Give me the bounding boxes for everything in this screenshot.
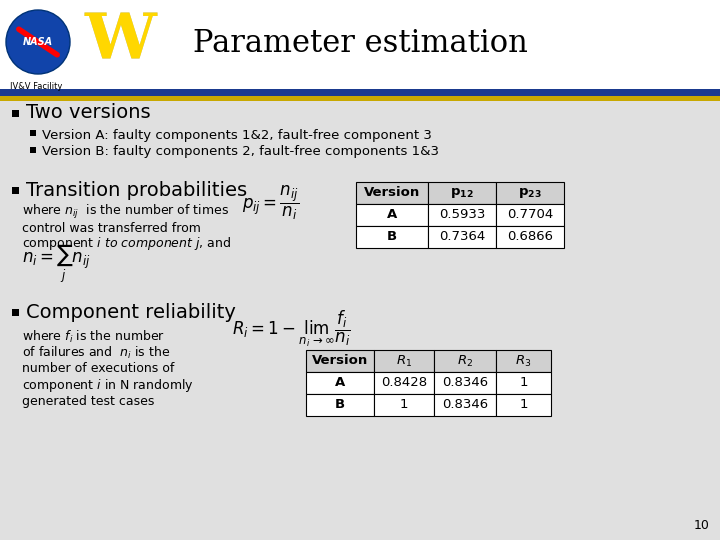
- Bar: [356, 182, 428, 204]
- Text: 1: 1: [400, 399, 408, 411]
- Text: Version B: faulty components 2, fault-free components 1&3: Version B: faulty components 2, fault-fr…: [42, 145, 439, 159]
- Text: 0.7704: 0.7704: [507, 208, 553, 221]
- Text: Parameter estimation: Parameter estimation: [192, 29, 528, 59]
- Text: 0.5933: 0.5933: [438, 208, 485, 221]
- Bar: [356, 226, 428, 248]
- Bar: [428, 226, 496, 248]
- Text: $\mathbf{p_{23}}$: $\mathbf{p_{23}}$: [518, 186, 542, 200]
- Bar: [12, 309, 19, 316]
- Bar: [496, 372, 551, 394]
- Text: component $i$ $\it{to\ component}$ $j$, and: component $i$ $\it{to\ component}$ $j$, …: [22, 235, 231, 253]
- Text: generated test cases: generated test cases: [22, 395, 154, 408]
- Text: 1: 1: [519, 376, 528, 389]
- Bar: [496, 394, 551, 416]
- Text: Transition probabilities: Transition probabilities: [26, 180, 247, 199]
- Bar: [30, 147, 36, 153]
- Text: A: A: [335, 376, 345, 389]
- Text: $R_3$: $R_3$: [516, 354, 531, 368]
- Bar: [434, 350, 496, 372]
- Text: $p_{ij} = \dfrac{n_{ij}}{n_i}$: $p_{ij} = \dfrac{n_{ij}}{n_i}$: [242, 184, 300, 222]
- Text: Two versions: Two versions: [26, 104, 150, 123]
- Text: where $f_i$ is the number: where $f_i$ is the number: [22, 329, 165, 345]
- Text: Version: Version: [312, 354, 368, 368]
- Bar: [12, 187, 19, 194]
- Text: $n_i = \sum_j n_{ij}$: $n_i = \sum_j n_{ij}$: [22, 242, 91, 286]
- Text: $R_2$: $R_2$: [457, 354, 473, 368]
- Text: Version A: faulty components 1&2, fault-free component 3: Version A: faulty components 1&2, fault-…: [42, 129, 432, 141]
- Text: IV&V Facility: IV&V Facility: [10, 82, 63, 91]
- Bar: [306, 394, 374, 416]
- Bar: [428, 182, 496, 204]
- Text: 0.7364: 0.7364: [439, 231, 485, 244]
- Text: number of executions of: number of executions of: [22, 362, 174, 375]
- Bar: [374, 372, 434, 394]
- Text: $R_i = 1 - \lim_{n_i \to \infty} \dfrac{f_i}{n_i}$: $R_i = 1 - \lim_{n_i \to \infty} \dfrac{…: [232, 308, 351, 349]
- Bar: [434, 394, 496, 416]
- Bar: [496, 350, 551, 372]
- Bar: [374, 350, 434, 372]
- Text: 10: 10: [694, 519, 710, 532]
- Bar: [12, 110, 19, 117]
- Bar: [30, 130, 36, 136]
- Text: Version: Version: [364, 186, 420, 199]
- Bar: [306, 372, 374, 394]
- Text: $R_1$: $R_1$: [396, 354, 412, 368]
- Text: where $n_{ij}$  is the number of times: where $n_{ij}$ is the number of times: [22, 203, 229, 221]
- Bar: [0, 101, 720, 540]
- Text: A: A: [387, 208, 397, 221]
- Bar: [496, 204, 564, 226]
- Bar: [496, 182, 564, 204]
- Text: 1: 1: [519, 399, 528, 411]
- Text: W: W: [84, 11, 156, 72]
- Text: B: B: [335, 399, 345, 411]
- Text: 0.8346: 0.8346: [442, 399, 488, 411]
- Bar: [0, 89, 720, 96]
- Bar: [496, 226, 564, 248]
- Text: 0.8346: 0.8346: [442, 376, 488, 389]
- Text: 0.6866: 0.6866: [507, 231, 553, 244]
- Bar: [0, 96, 720, 101]
- Text: of failures and  $n_i$ is the: of failures and $n_i$ is the: [22, 345, 171, 361]
- Text: Component reliability: Component reliability: [26, 302, 236, 321]
- Text: 0.8428: 0.8428: [381, 376, 427, 389]
- Text: $\mathbf{p_{12}}$: $\mathbf{p_{12}}$: [450, 186, 474, 200]
- Text: W: W: [84, 11, 156, 72]
- Circle shape: [6, 10, 70, 74]
- Text: B: B: [387, 231, 397, 244]
- Text: NASA: NASA: [23, 37, 53, 47]
- Bar: [434, 372, 496, 394]
- Bar: [374, 394, 434, 416]
- Bar: [306, 350, 374, 372]
- Bar: [0, 0, 720, 89]
- Text: component $i$ in N randomly: component $i$ in N randomly: [22, 376, 194, 394]
- Bar: [428, 204, 496, 226]
- Bar: [356, 204, 428, 226]
- Text: control was transferred from: control was transferred from: [22, 221, 201, 234]
